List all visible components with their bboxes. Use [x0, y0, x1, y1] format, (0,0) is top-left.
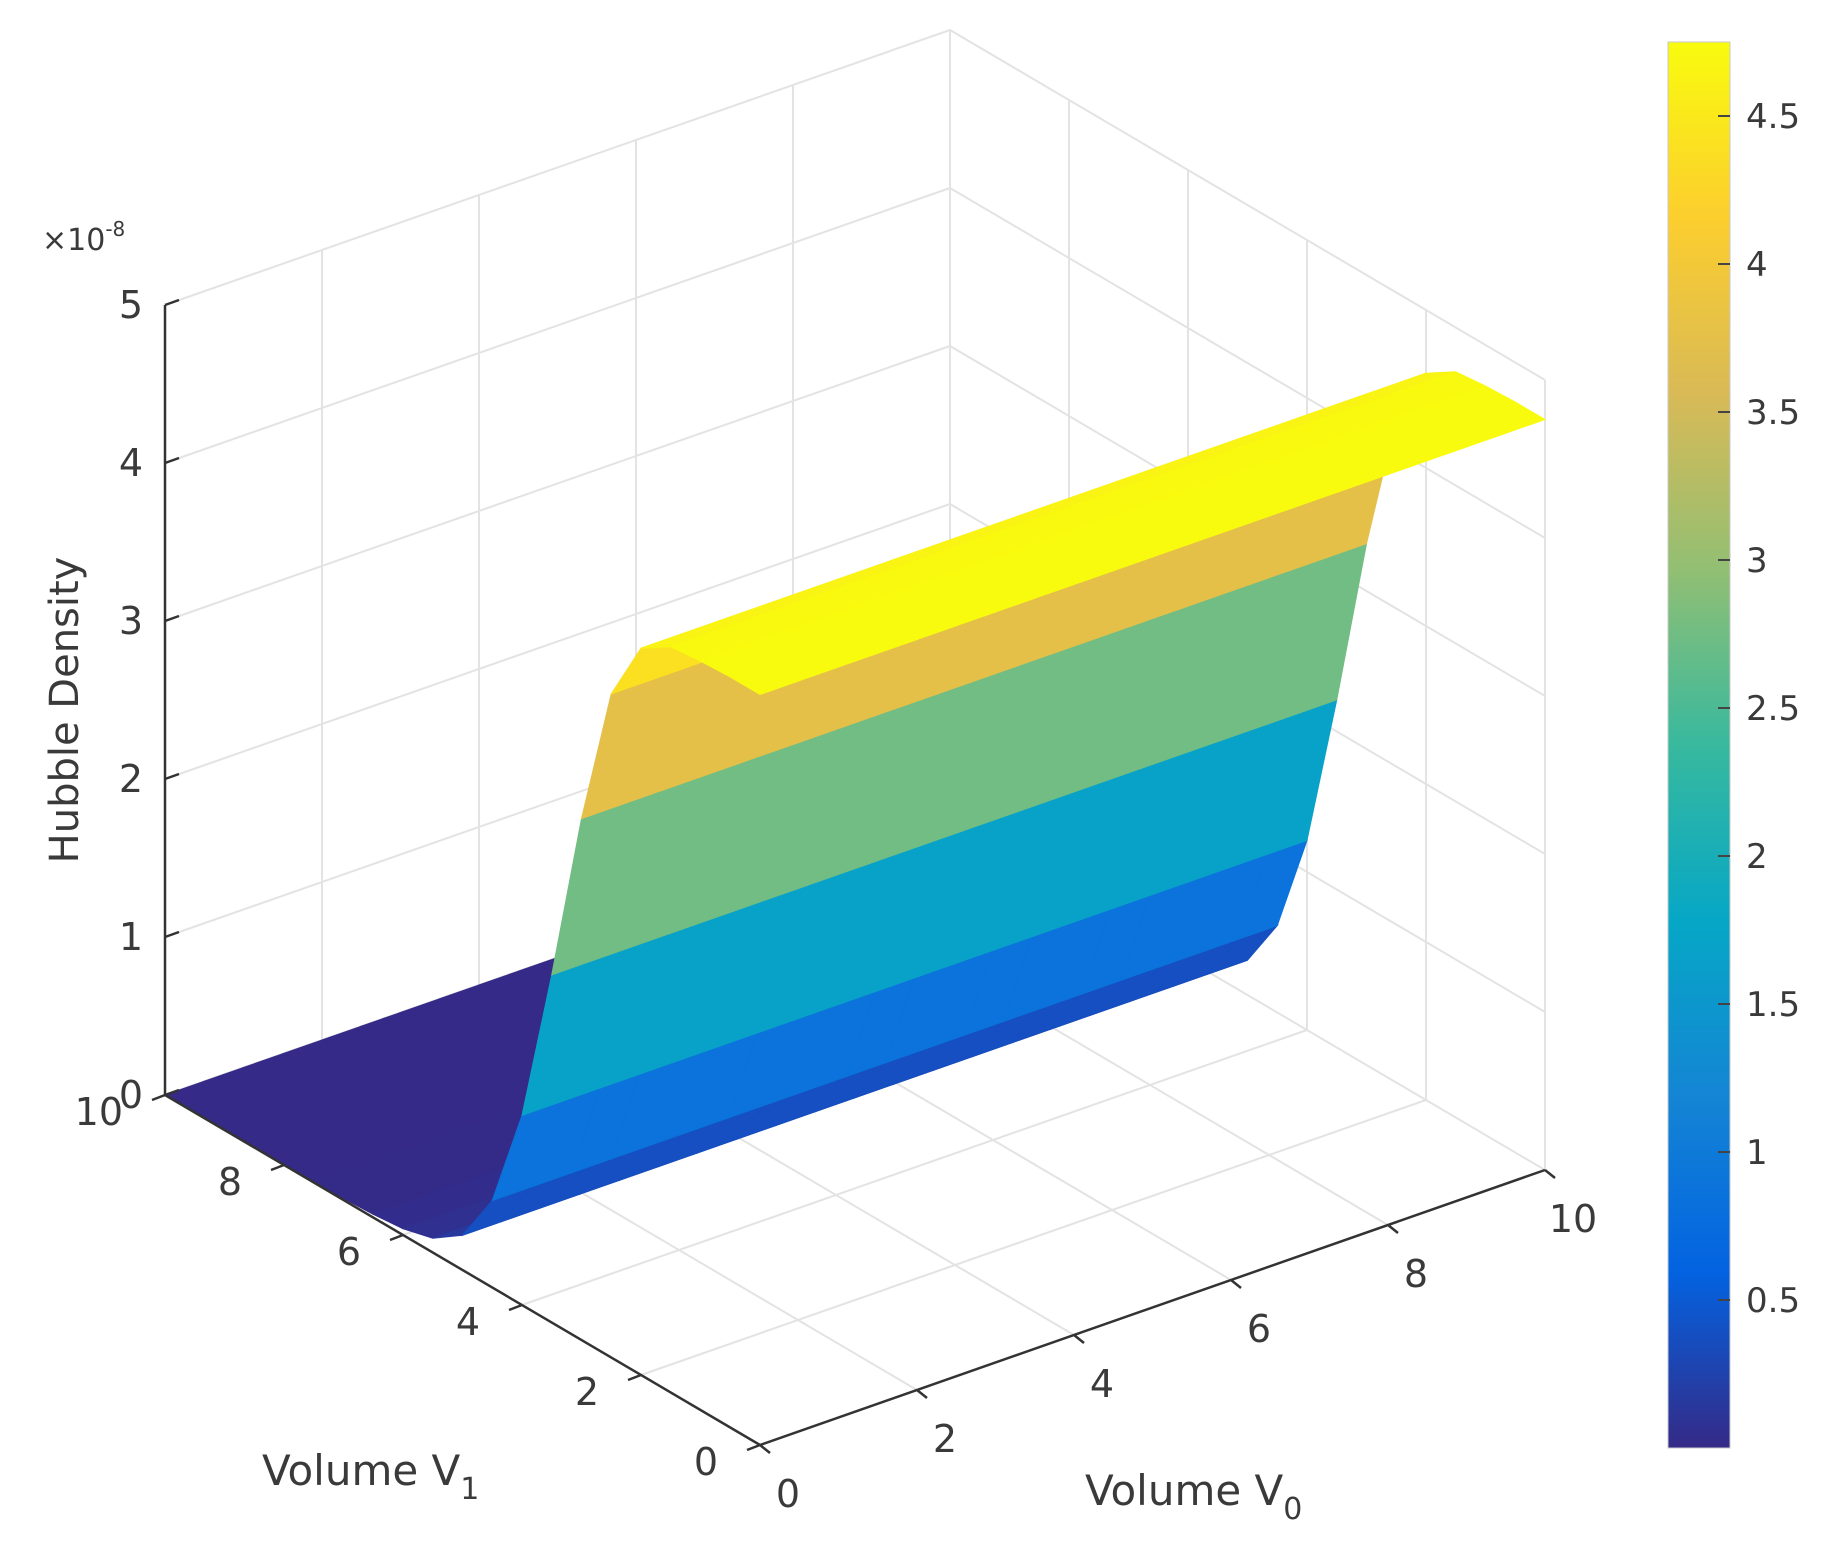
z-tick [164, 930, 180, 939]
v1-tick [151, 1093, 166, 1102]
z-tick-label: 2 [119, 757, 143, 801]
v1-axis-label-sub: 1 [460, 1472, 479, 1507]
v1-axis-label: Volume V1 [262, 1446, 479, 1507]
v0-tick [759, 1444, 771, 1454]
z-tick [164, 614, 180, 623]
z-tick-label: 5 [119, 283, 143, 327]
wall-gridline-z [164, 28, 1546, 381]
v0-tick-label: 8 [1404, 1252, 1428, 1296]
colorbar-tick-label: 3 [1746, 541, 1768, 581]
colorbar-tick-label: 3.5 [1746, 393, 1800, 433]
colorbar-tick-label: 1 [1746, 1133, 1768, 1173]
v0-tick [1387, 1224, 1399, 1234]
colorbar-tick-label: 1.5 [1746, 985, 1800, 1025]
v1-tick-label: 4 [456, 1300, 480, 1344]
v0-tick-label: 2 [933, 1417, 957, 1461]
v1-tick [627, 1373, 642, 1382]
z-tick [164, 298, 180, 307]
colorbar [1667, 41, 1731, 1449]
v0-axis-label-sub: 0 [1283, 1492, 1302, 1527]
z-exponent-power: -8 [105, 217, 125, 241]
colorbar-tick-label: 2.5 [1746, 689, 1800, 729]
floor-gridline-v1 [521, 1029, 1308, 1306]
z-tick-label: 0 [119, 1073, 143, 1117]
z-tick-label: 4 [119, 441, 143, 485]
v1-tick [389, 1233, 404, 1242]
v1-tick-label: 8 [218, 1160, 242, 1204]
v1-tick [270, 1163, 285, 1172]
colorbar-tick-label: 0.5 [1746, 1281, 1800, 1321]
v0-tick-label: 0 [776, 1472, 800, 1516]
v1-tick [508, 1303, 523, 1312]
colorbar-tick-label: 4 [1746, 245, 1768, 285]
v1-axis-line [164, 1093, 761, 1447]
v0-axis-line [759, 1168, 1546, 1447]
wall-gridline-z [164, 502, 1546, 855]
z-axis-label: Hubble Density [42, 557, 88, 864]
v0-tick [1544, 1169, 1556, 1179]
z-tick [164, 772, 180, 781]
colorbar-tick-label: 4.5 [1746, 97, 1800, 137]
v1-tick-label: 6 [337, 1230, 361, 1274]
v1-tick-label: 10 [75, 1090, 123, 1134]
surface-patch [1474, 401, 1547, 434]
z-tick [164, 456, 180, 465]
v0-tick-label: 6 [1247, 1307, 1271, 1351]
z-tick-label: 1 [119, 915, 143, 959]
floor-gridline-v1 [640, 1099, 1427, 1376]
v1-tick [746, 1443, 761, 1452]
z-tick [164, 1088, 180, 1097]
colorbar-tick-label: 2 [1746, 837, 1768, 877]
v1-tick-label: 2 [575, 1370, 599, 1414]
v0-tick-label: 4 [1090, 1362, 1114, 1406]
v0-tick [916, 1389, 928, 1399]
v0-tick-label: 10 [1549, 1197, 1597, 1241]
v0-tick [1230, 1279, 1242, 1289]
v0-tick [1073, 1334, 1085, 1344]
v1-tick-label: 0 [694, 1440, 718, 1484]
v0-axis-label: Volume V0 [1085, 1466, 1302, 1527]
z-exponent-label: ×10-8 [42, 217, 125, 258]
z-tick-label: 3 [119, 599, 143, 643]
